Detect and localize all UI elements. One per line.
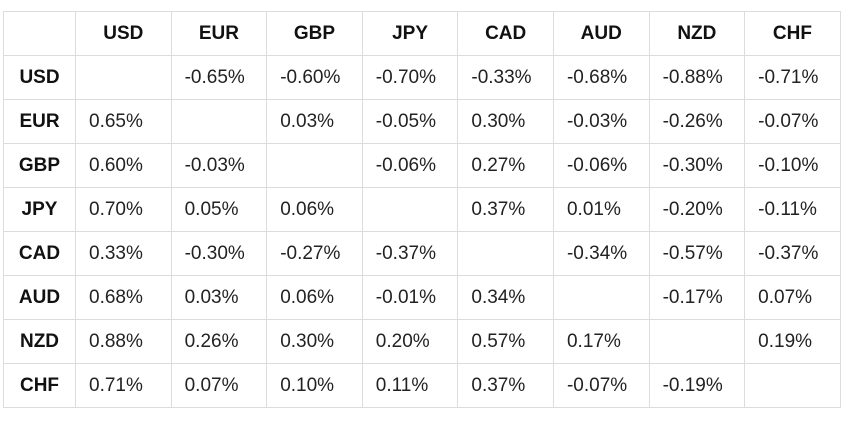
row-header: EUR: [3, 99, 76, 144]
column-header: CAD: [457, 11, 554, 56]
table-cell: 0.33%: [75, 231, 172, 276]
table-cell: 0.65%: [75, 99, 172, 144]
table-cell: [552, 275, 650, 320]
column-header: GBP: [266, 11, 363, 56]
table-cell: -0.17%: [648, 275, 746, 320]
table-cell: -0.20%: [648, 187, 746, 232]
table-cell: -0.05%: [361, 99, 459, 144]
table-cell: -0.70%: [361, 55, 459, 100]
table-cell: [457, 231, 554, 276]
row-header: GBP: [3, 143, 76, 188]
table-cell: 0.03%: [170, 275, 268, 320]
table-cell: [170, 99, 268, 144]
table-cell: 0.37%: [457, 187, 554, 232]
table-cell: -0.65%: [170, 55, 268, 100]
table-cell: -0.03%: [552, 99, 650, 144]
column-header: JPY: [361, 11, 459, 56]
table-cell: 0.68%: [75, 275, 172, 320]
table-row: EUR 0.65% 0.03% -0.05% 0.30% -0.03% -0.2…: [3, 99, 841, 144]
table-cell: -0.11%: [744, 187, 841, 232]
row-header: AUD: [3, 275, 76, 320]
table-cell: [75, 55, 172, 100]
table-cell: 0.03%: [266, 99, 363, 144]
header-row: USD EUR GBP JPY CAD AUD NZD CHF: [3, 11, 841, 56]
table-cell: 0.37%: [457, 363, 554, 408]
table-cell: -0.88%: [648, 55, 746, 100]
table-row: JPY 0.70% 0.05% 0.06% 0.37% 0.01% -0.20%…: [3, 187, 841, 232]
row-header: USD: [3, 55, 76, 100]
column-header: AUD: [552, 11, 650, 56]
table-cell: -0.27%: [266, 231, 363, 276]
table-row: AUD 0.68% 0.03% 0.06% -0.01% 0.34% -0.17…: [3, 275, 841, 320]
table-cell: -0.57%: [648, 231, 746, 276]
column-header: NZD: [648, 11, 746, 56]
table-cell: 0.27%: [457, 143, 554, 188]
table-cell: -0.10%: [744, 143, 841, 188]
table-cell: 0.11%: [361, 363, 459, 408]
table-cell: [266, 143, 363, 188]
table-cell: 0.07%: [170, 363, 268, 408]
table-row: USD -0.65% -0.60% -0.70% -0.33% -0.68% -…: [3, 55, 841, 100]
table-cell: 0.26%: [170, 319, 268, 364]
table-cell: [648, 319, 746, 364]
table-cell: 0.01%: [552, 187, 650, 232]
table-cell: 0.30%: [266, 319, 363, 364]
table-cell: 0.06%: [266, 187, 363, 232]
table-cell: 0.05%: [170, 187, 268, 232]
table-cell: -0.37%: [744, 231, 841, 276]
table-row: NZD 0.88% 0.26% 0.30% 0.20% 0.57% 0.17% …: [3, 319, 841, 364]
table-cell: 0.17%: [552, 319, 650, 364]
row-header: NZD: [3, 319, 76, 364]
table-cell: -0.37%: [361, 231, 459, 276]
table-cell: -0.71%: [744, 55, 841, 100]
table-cell: -0.30%: [648, 143, 746, 188]
table-cell: 0.07%: [744, 275, 841, 320]
table-cell: -0.06%: [361, 143, 459, 188]
table-row: CAD 0.33% -0.30% -0.27% -0.37% -0.34% -0…: [3, 231, 841, 276]
table-cell: 0.60%: [75, 143, 172, 188]
table-cell: 0.30%: [457, 99, 554, 144]
table-cell: -0.34%: [552, 231, 650, 276]
row-header: CAD: [3, 231, 76, 276]
table-cell: -0.60%: [266, 55, 363, 100]
table-cell: 0.71%: [75, 363, 172, 408]
row-header: CHF: [3, 363, 76, 408]
table-cell: -0.06%: [552, 143, 650, 188]
table-cell: -0.30%: [170, 231, 268, 276]
table-cell: [361, 187, 459, 232]
table-cell: -0.03%: [170, 143, 268, 188]
currency-heatmap-table: USD EUR GBP JPY CAD AUD NZD CHF USD -0.6…: [3, 11, 841, 408]
table-cell: 0.06%: [266, 275, 363, 320]
table-cell: -0.26%: [648, 99, 746, 144]
table-cell: -0.07%: [552, 363, 650, 408]
table-cell: 0.70%: [75, 187, 172, 232]
column-header: CHF: [744, 11, 841, 56]
table-cell: 0.57%: [457, 319, 554, 364]
table-cell: -0.68%: [552, 55, 650, 100]
table-cell: -0.01%: [361, 275, 459, 320]
table-cell: -0.33%: [457, 55, 554, 100]
table-cell: 0.19%: [744, 319, 841, 364]
table-cell: 0.10%: [266, 363, 363, 408]
table-cell: -0.07%: [744, 99, 841, 144]
column-header: EUR: [170, 11, 268, 56]
table-cell: 0.88%: [75, 319, 172, 364]
table-row: GBP 0.60% -0.03% -0.06% 0.27% -0.06% -0.…: [3, 143, 841, 188]
corner-cell: [3, 11, 76, 56]
column-header: USD: [75, 11, 172, 56]
table-cell: -0.19%: [648, 363, 746, 408]
table-cell: 0.20%: [361, 319, 459, 364]
row-header: JPY: [3, 187, 76, 232]
table-row: CHF 0.71% 0.07% 0.10% 0.11% 0.37% -0.07%…: [3, 363, 841, 408]
table-cell: 0.34%: [457, 275, 554, 320]
table-cell: [744, 363, 841, 408]
